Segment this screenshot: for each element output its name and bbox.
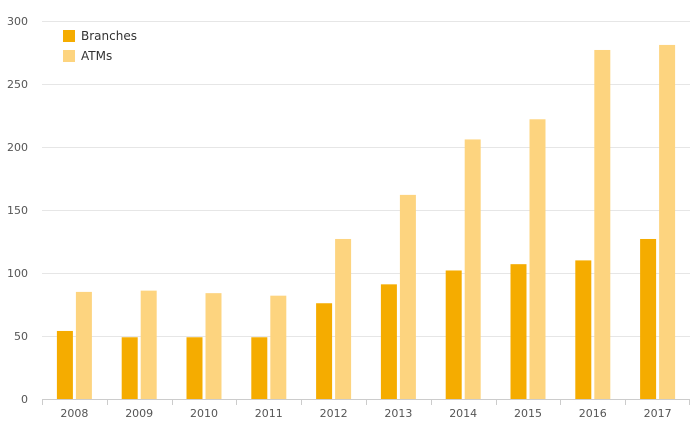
legend-swatch-branches — [63, 30, 75, 42]
bar-atms-2011 — [270, 295, 287, 399]
x-tick-label: 2010 — [190, 407, 218, 420]
bar-branches-2017 — [640, 238, 657, 399]
y-tick-label: 100 — [7, 267, 28, 280]
bars — [56, 44, 676, 399]
x-axis-ticks: 2008 2009 2010 2011 2012 2013 2014 2015 2016 2017 — [42, 399, 690, 420]
bar-branches-2009 — [121, 337, 138, 399]
bar-branches-2008 — [56, 330, 73, 399]
bar-atms-2010 — [205, 293, 222, 399]
x-tick-label: 2008 — [60, 407, 88, 420]
bar-atms-2008 — [75, 291, 92, 399]
y-tick-label: 0 — [21, 393, 28, 406]
x-tick-label: 2012 — [320, 407, 348, 420]
bar-atms-2013 — [399, 194, 416, 399]
legend-label-atms: ATMs — [81, 49, 112, 63]
bar-branches-2014 — [445, 270, 462, 399]
gridlines — [42, 21, 690, 337]
y-tick-label: 150 — [7, 204, 28, 217]
bar-atms-2016 — [594, 49, 611, 399]
y-axis-tick-labels: 0 50 100 150 200 250 300 — [7, 15, 28, 406]
x-tick-label: 2017 — [644, 407, 672, 420]
bar-branches-2013 — [380, 284, 397, 399]
legend-swatch-atms — [63, 50, 75, 62]
x-tick-label: 2011 — [255, 407, 283, 420]
y-tick-label: 300 — [7, 15, 28, 28]
x-tick-label: 2013 — [384, 407, 412, 420]
y-tick-label: 50 — [14, 330, 28, 343]
bar-branches-2012 — [316, 303, 333, 399]
bar-branches-2016 — [575, 260, 592, 399]
x-tick-label: 2009 — [125, 407, 153, 420]
y-tick-label: 200 — [7, 141, 28, 154]
bar-atms-2015 — [529, 119, 546, 399]
bar-branches-2010 — [186, 337, 203, 399]
x-tick-label: 2015 — [514, 407, 542, 420]
bar-atms-2009 — [140, 290, 157, 399]
x-tick-label: 2014 — [449, 407, 477, 420]
bar-branches-2011 — [251, 337, 268, 399]
bar-atms-2017 — [659, 44, 676, 399]
y-tick-label: 250 — [7, 78, 28, 91]
legend-label-branches: Branches — [81, 29, 137, 43]
bar-branches-2015 — [510, 264, 527, 399]
bar-atms-2012 — [335, 238, 352, 399]
legend: Branches ATMs — [63, 29, 137, 63]
x-tick-label: 2016 — [579, 407, 607, 420]
bar-atms-2014 — [464, 139, 481, 399]
